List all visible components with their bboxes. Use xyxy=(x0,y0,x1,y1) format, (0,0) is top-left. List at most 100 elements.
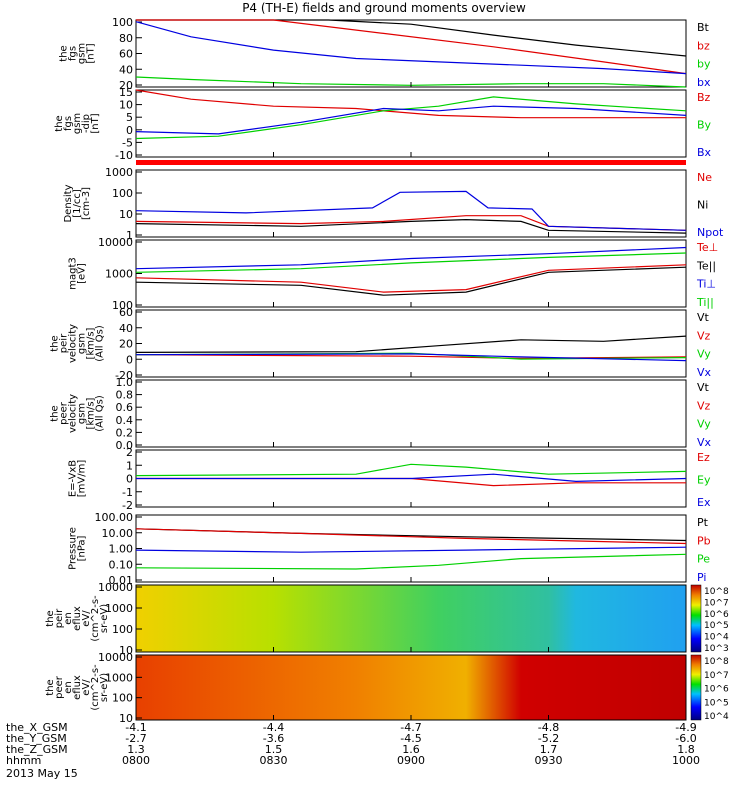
legend-Vz: Vz xyxy=(697,329,711,342)
y-axis-label-line: -dip xyxy=(81,114,92,133)
panel-density: 1000 100 10 1 Density[1/cc][cm-3] Ne Ni Npot xyxy=(63,166,724,242)
x-row-value: -5.2 xyxy=(538,732,559,745)
y-tick-label: 60 xyxy=(119,48,133,61)
legend-Bz: Bz xyxy=(697,91,711,104)
x-row-value: 0800 xyxy=(122,754,150,767)
y-tick-label: 10 xyxy=(119,644,133,657)
y-axis-label-line: eV/ xyxy=(81,610,92,627)
x-row-value: 1.7 xyxy=(540,743,558,756)
y-tick-label: 1 xyxy=(126,229,133,242)
legend-Ni: Ni xyxy=(697,199,708,212)
y-axis-label-line: [cm-3] xyxy=(81,187,92,220)
y-axis-label-line: peir xyxy=(59,333,70,353)
colorbar-tick-label: 10^5 xyxy=(704,621,729,631)
spectrogram-image xyxy=(136,585,686,652)
x-row-value: -4.9 xyxy=(675,721,696,734)
panel-frame xyxy=(135,309,687,378)
y-tick-label: 1000 xyxy=(105,166,133,179)
y-tick-label: 100 xyxy=(112,692,133,705)
y-tick-label: 20 xyxy=(119,338,133,351)
panel-peir_eflux: 10^810^7 10^610^5 10^410^3 10000 1000 100 10 th… xyxy=(45,581,729,657)
y-axis-label: magt3[eV] xyxy=(68,257,88,290)
y-axis-label-line: magt3 xyxy=(68,257,79,290)
colorbar-tick-label: 10^7 xyxy=(704,598,729,608)
y-tick-label: 20 xyxy=(119,79,133,92)
y-tick-label: -1 xyxy=(122,486,133,499)
status-bar xyxy=(136,160,686,165)
y-axis-label-line: Pressure xyxy=(68,527,79,570)
series-line-Vx xyxy=(135,353,687,362)
series-line-Vt xyxy=(135,335,687,353)
legend-Vz: Vz xyxy=(697,399,711,412)
x-row-value: 0930 xyxy=(535,754,563,767)
legend-Vx: Vx xyxy=(697,366,712,379)
series-line-Bt xyxy=(136,19,687,57)
series-line-Vz xyxy=(135,354,687,360)
series-line-Pi xyxy=(135,546,687,553)
y-axis-label: Density[1/cc][cm-3] xyxy=(63,184,92,222)
legend-Ey: Ey xyxy=(697,474,711,487)
y-tick-label: 1000 xyxy=(105,268,133,281)
y-tick-label: 1000 xyxy=(105,671,133,684)
series-line-Ez xyxy=(136,477,686,487)
y-axis-label-line: the xyxy=(59,45,70,61)
y-tick-label: 100 xyxy=(112,299,133,312)
y-axis-label-line: (cm^2-s- xyxy=(90,664,101,711)
y-axis-label-line: sr-eV) xyxy=(99,673,110,702)
legend-Vy: Vy xyxy=(697,418,711,431)
y-tick-label: 100 xyxy=(112,623,133,636)
y-tick-label: 100 xyxy=(112,187,133,200)
series-line-By xyxy=(135,96,687,140)
y-axis-label-line: en xyxy=(63,612,74,625)
colorbar xyxy=(690,584,702,653)
y-tick-label: 0.6 xyxy=(116,401,134,414)
y-tick-label: 0.10 xyxy=(109,558,134,571)
y-axis-label-line: peer xyxy=(54,675,65,699)
legend-Pb: Pb xyxy=(697,534,711,547)
legend-Ne: Ne xyxy=(697,171,712,184)
y-axis-label-line: (All Qs) xyxy=(95,395,106,432)
y-axis-label-line: peir xyxy=(54,608,65,628)
x-row-label: the_X_GSM xyxy=(6,721,68,734)
x-row-value: -4.8 xyxy=(538,721,559,734)
y-tick-label: 1.00 xyxy=(109,543,134,556)
y-axis-label-line: sr-eV) xyxy=(99,604,110,633)
y-tick-label: 60 xyxy=(119,306,133,319)
x-row-label: the_Y_GSM xyxy=(6,732,67,745)
legend-Ti⊥: Ti⊥ xyxy=(696,278,716,291)
series-line-Ni xyxy=(135,218,687,234)
series-line-Ti|| xyxy=(135,252,687,273)
series-line-Pe xyxy=(135,553,687,570)
legend-Vx: Vx xyxy=(697,436,712,449)
y-axis-label-line: gsm xyxy=(77,43,88,64)
legend-Ex: Ex xyxy=(697,496,711,509)
legend-Bt: Bt xyxy=(697,21,710,34)
colorbar-tick-label: 10^8 xyxy=(704,657,729,667)
series-line-Ex xyxy=(136,473,687,483)
y-tick-label: 0.4 xyxy=(116,414,134,427)
legend-Ez: Ez xyxy=(697,451,710,464)
x-row-value: 1.3 xyxy=(127,743,145,756)
y-tick-label: 1000 xyxy=(105,602,133,615)
x-row-value: -4.4 xyxy=(263,721,284,734)
y-tick-label: -2 xyxy=(122,499,133,512)
panel-pressure: 100.00 10.00 1.00 0.10 0.01 Pressure[nPa] Pt Pb… xyxy=(68,511,711,587)
y-axis-label-line: gsm xyxy=(77,403,88,424)
y-tick-label: 10.00 xyxy=(102,527,134,540)
x-row-value: -4.7 xyxy=(400,721,421,734)
colorbar-tick-label: 10^7 xyxy=(704,671,729,681)
y-axis-label-line: Density xyxy=(63,184,74,222)
y-axis-label: E=-VxB[mV/m] xyxy=(68,460,88,498)
y-tick-label: 15 xyxy=(119,86,133,99)
panel-temperature: 10000 1000 100 magt3[eV] Te⊥ Te|| Ti⊥ Ti|| xyxy=(68,236,719,312)
y-tick-label: 0.0 xyxy=(116,439,134,452)
y-axis-label-line: [eV] xyxy=(77,263,88,284)
series-line-bx xyxy=(135,21,687,75)
x-row-value: -4.1 xyxy=(125,721,146,734)
series-line-Ti⊥ xyxy=(135,246,687,270)
y-axis-label-line: the xyxy=(50,405,61,421)
